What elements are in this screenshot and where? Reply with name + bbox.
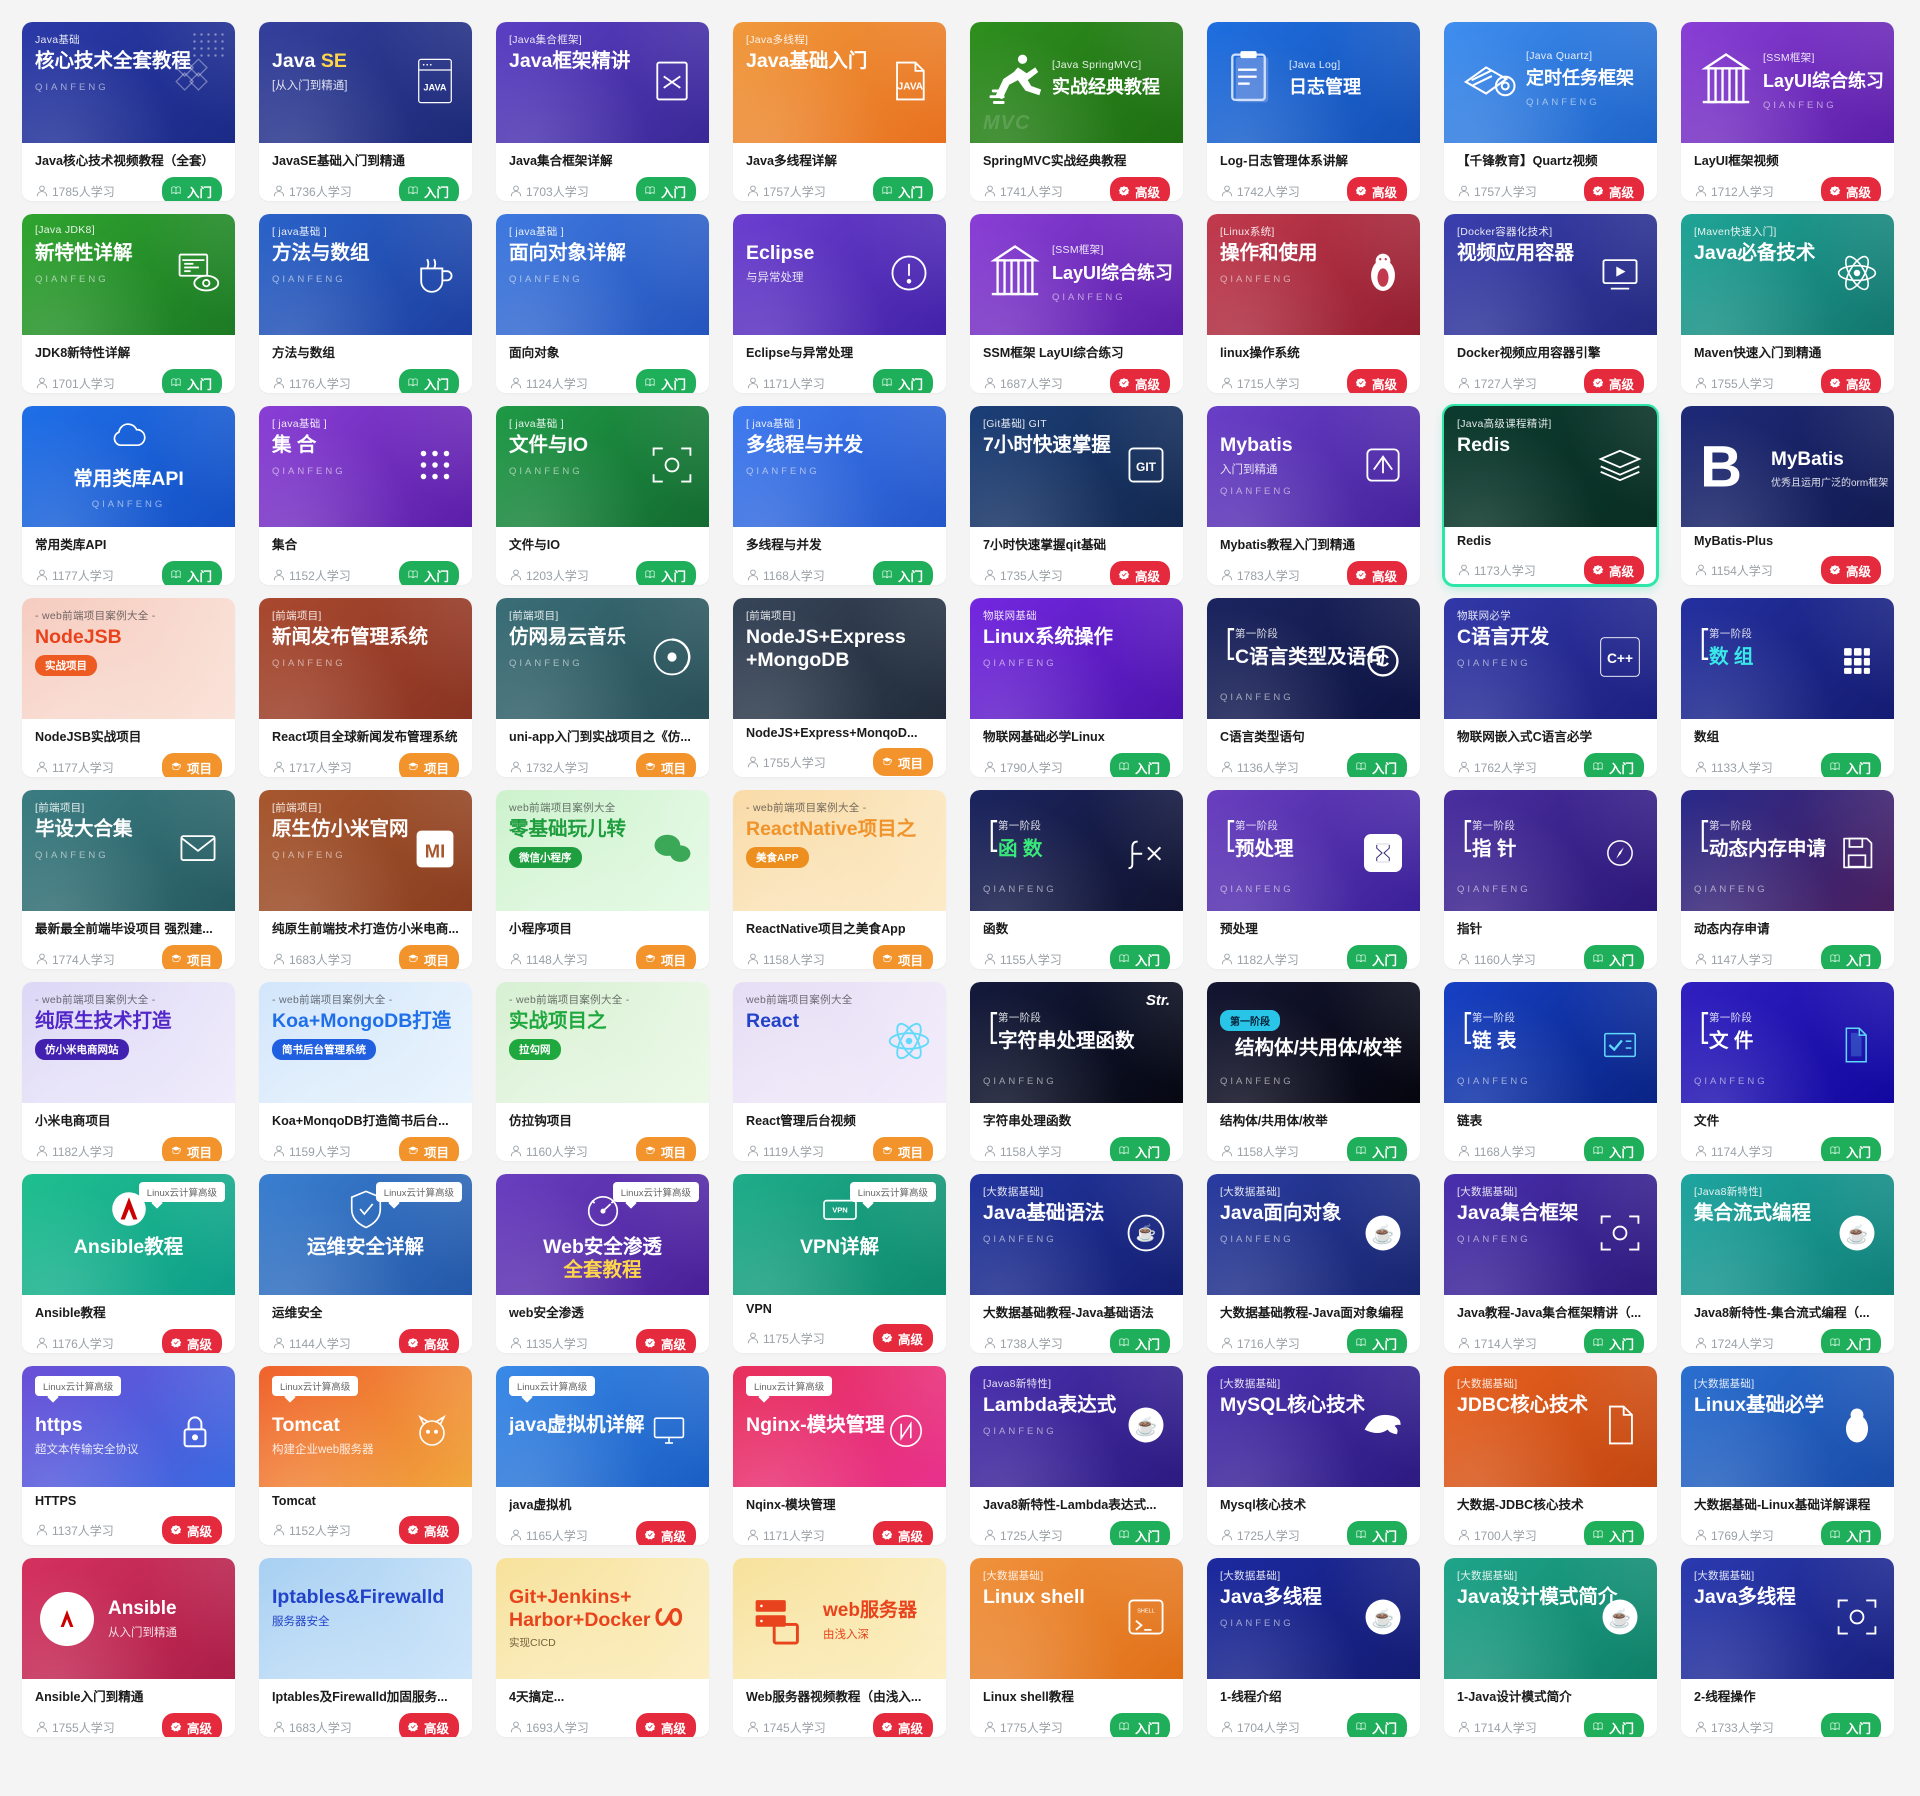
svg-text:SHELL: SHELL	[1137, 1608, 1154, 1614]
svg-text:C: C	[1377, 651, 1390, 671]
svg-text:VPN: VPN	[832, 1205, 848, 1214]
svg-text:JAVA: JAVA	[423, 83, 447, 93]
svg-text:☕: ☕	[1372, 1606, 1395, 1629]
svg-text:☕: ☕	[1609, 1606, 1632, 1629]
svg-text:GIT: GIT	[1136, 460, 1157, 474]
svg-text:☕: ☕	[1372, 1222, 1395, 1245]
svg-text:B: B	[1700, 440, 1742, 498]
svg-text:C++: C++	[1607, 651, 1633, 666]
svg-text:JAVA: JAVA	[898, 81, 924, 92]
svg-text:☕: ☕	[1136, 1223, 1157, 1243]
svg-text:MI: MI	[425, 840, 445, 861]
svg-text:☕: ☕	[1135, 1414, 1158, 1437]
svg-text:☕: ☕	[1846, 1222, 1869, 1245]
